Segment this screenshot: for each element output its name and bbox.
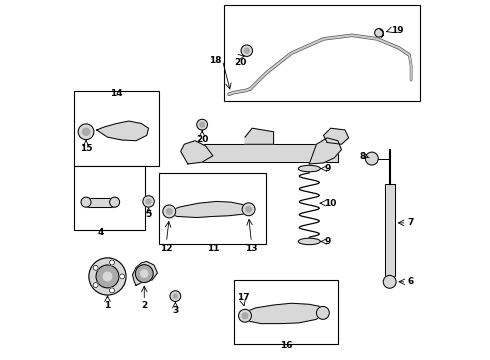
Circle shape xyxy=(109,260,115,265)
Text: 20: 20 xyxy=(196,135,208,144)
Polygon shape xyxy=(323,128,348,144)
Polygon shape xyxy=(168,202,248,217)
Text: 13: 13 xyxy=(245,244,258,253)
Text: 14: 14 xyxy=(110,89,122,98)
Polygon shape xyxy=(132,261,157,285)
Circle shape xyxy=(109,288,115,293)
Circle shape xyxy=(245,48,249,53)
Text: 17: 17 xyxy=(237,293,249,302)
Bar xyxy=(74,91,159,166)
Text: 9: 9 xyxy=(324,164,331,173)
Circle shape xyxy=(146,199,151,204)
Polygon shape xyxy=(243,303,323,324)
Polygon shape xyxy=(181,141,213,164)
Circle shape xyxy=(170,291,181,301)
Circle shape xyxy=(366,152,378,165)
Circle shape xyxy=(197,119,207,130)
Circle shape xyxy=(103,272,112,281)
Text: 5: 5 xyxy=(146,210,152,219)
Circle shape xyxy=(120,274,124,279)
Text: 7: 7 xyxy=(408,219,414,228)
Circle shape xyxy=(239,309,251,322)
Text: 3: 3 xyxy=(172,306,178,315)
Circle shape xyxy=(241,45,252,57)
Polygon shape xyxy=(97,121,148,141)
Circle shape xyxy=(110,197,120,207)
Circle shape xyxy=(173,294,177,298)
Text: 18: 18 xyxy=(209,56,222,65)
Polygon shape xyxy=(309,138,342,164)
Circle shape xyxy=(242,313,248,319)
Circle shape xyxy=(96,265,119,288)
Circle shape xyxy=(375,28,383,37)
Text: 11: 11 xyxy=(207,244,219,253)
Text: 12: 12 xyxy=(160,244,172,253)
Circle shape xyxy=(167,208,172,214)
Circle shape xyxy=(245,206,251,212)
Circle shape xyxy=(317,306,329,319)
Text: 19: 19 xyxy=(391,26,403,35)
Bar xyxy=(159,173,267,244)
Circle shape xyxy=(93,265,98,270)
Bar xyxy=(234,280,338,344)
Text: 10: 10 xyxy=(324,199,337,208)
Polygon shape xyxy=(245,128,273,144)
Ellipse shape xyxy=(298,165,320,172)
Circle shape xyxy=(199,122,205,127)
Ellipse shape xyxy=(298,238,320,245)
Circle shape xyxy=(93,283,98,288)
Text: 8: 8 xyxy=(360,152,366,161)
Text: 4: 4 xyxy=(97,228,103,237)
Circle shape xyxy=(78,124,94,140)
Bar xyxy=(74,166,145,230)
Circle shape xyxy=(89,258,126,295)
Circle shape xyxy=(383,275,396,288)
Circle shape xyxy=(81,197,91,207)
Text: 9: 9 xyxy=(324,237,331,246)
Text: 16: 16 xyxy=(280,341,293,350)
Text: 1: 1 xyxy=(104,301,111,310)
Circle shape xyxy=(135,265,153,283)
Text: 6: 6 xyxy=(408,277,414,286)
Polygon shape xyxy=(192,144,338,162)
Circle shape xyxy=(143,196,154,207)
Bar xyxy=(86,198,115,207)
Circle shape xyxy=(163,205,176,218)
Bar xyxy=(223,5,420,102)
Polygon shape xyxy=(385,184,394,276)
Circle shape xyxy=(242,203,255,216)
Text: 2: 2 xyxy=(141,301,147,310)
Circle shape xyxy=(82,128,90,135)
Circle shape xyxy=(141,270,148,277)
Text: 20: 20 xyxy=(235,58,247,67)
Text: 15: 15 xyxy=(80,144,92,153)
